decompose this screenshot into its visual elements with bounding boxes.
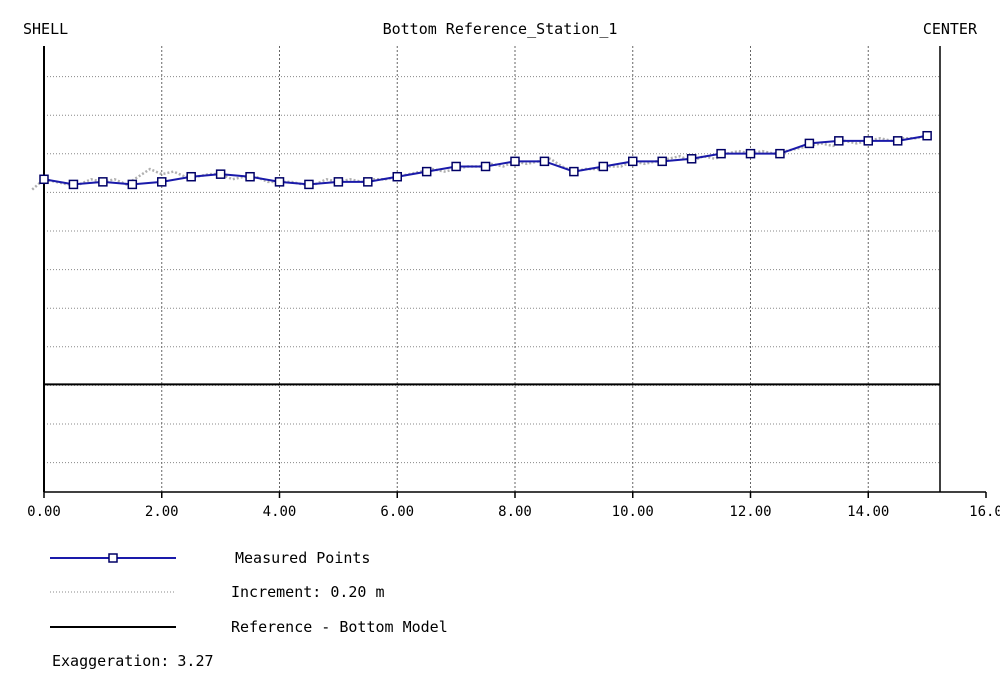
measured-point-marker [215,169,226,179]
measured-point-marker [804,138,815,149]
grid-lines [44,46,940,492]
measured-point-marker [598,161,609,172]
measured-point-marker [745,148,756,159]
measured-point-marker [186,171,196,182]
x-tick-label: 0.00 [27,504,61,520]
measured-point-marker [892,136,903,146]
measured-point-marker [539,156,550,167]
measured-point-marker [922,130,932,141]
measured-point-marker [98,177,108,187]
measured-point-marker [421,166,432,177]
measured-point-marker [274,177,285,187]
legend-marker-measured [108,553,118,563]
measured-point-marker [716,148,726,159]
measured-point-marker [451,161,461,172]
exaggeration-label: Exaggeration: [52,652,170,670]
x-tick-label: 10.00 [612,504,654,520]
measured-point-marker [863,136,873,146]
measured-point-marker [480,161,491,172]
series-layer [31,130,940,386]
plot-frame [43,46,986,493]
measured-point-marker [834,136,844,146]
measured-point-marker [657,156,667,167]
exaggeration-readout: Exaggeration: 3.27 [52,652,222,670]
legend-swatches [50,553,176,628]
measured-point-marker [333,177,344,187]
x-tick-label: 12.00 [729,504,771,520]
exaggeration-value: 3.27 [177,652,214,670]
measured-point-marker [392,171,402,182]
legend-label-measured: Measured Points [235,549,371,567]
x-tick-label: 8.00 [498,504,532,520]
measured-point-marker [304,179,314,190]
x-tick-label: 6.00 [380,504,414,520]
center-label: CENTER [922,20,977,38]
x-tick-label: 4.00 [263,504,297,520]
measured-point-marker [569,166,579,177]
legend-label-increment: Increment: 0.20 m [231,583,385,601]
measured-point-marker [686,154,697,164]
measured-point-marker [39,174,49,185]
shell-label: SHELL [23,20,69,38]
measured-point-marker [68,179,79,190]
x-tick-label: 2.00 [145,504,179,520]
measured-point-marker [363,177,373,187]
measured-point-marker [157,177,167,187]
measured-points-line [43,134,928,186]
measured-point-marker [628,156,638,167]
x-tick-label: 14.00 [847,504,889,520]
x-tick-label: 16.0 [969,504,1000,520]
legend-label-reference: Reference - Bottom Model [231,618,448,636]
measured-point-marker [510,156,520,167]
measured-point-marker [245,171,255,182]
chart-title: Bottom Reference_Station_1 [382,20,618,38]
measured-point-marker [775,148,785,159]
x-axis-ticks: 0.00 2.00 4.00 6.00 8.00 10.00 12.00 14.00 16.0 [27,492,1000,520]
measured-point-marker [127,179,138,190]
